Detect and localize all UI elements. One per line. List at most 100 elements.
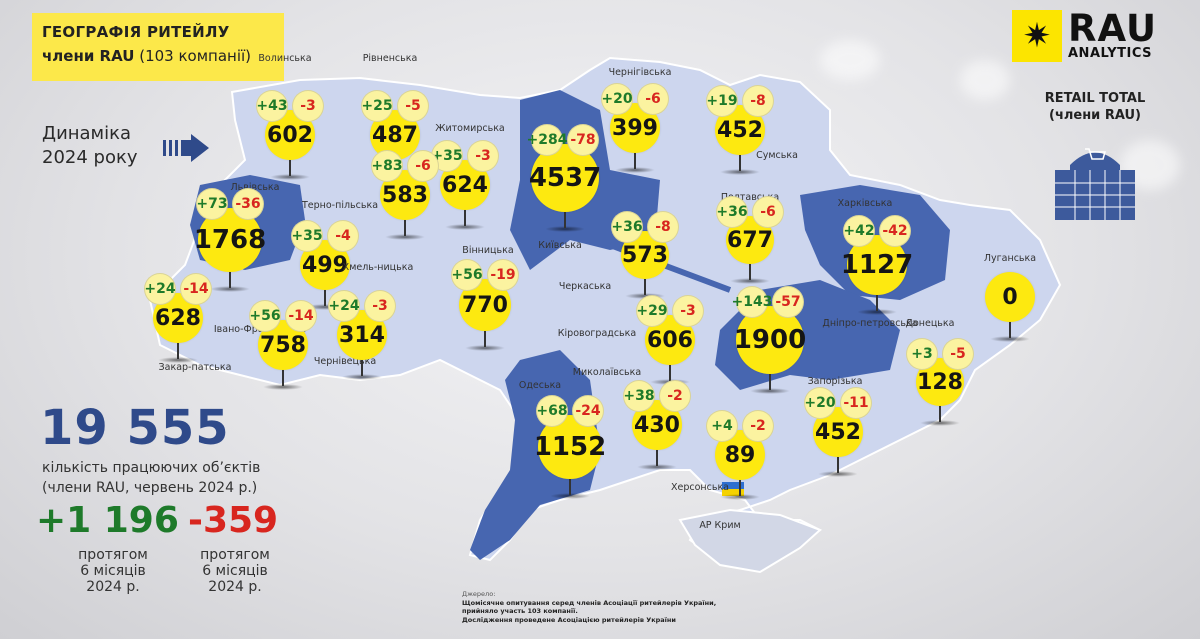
marker-shadow: [263, 384, 303, 390]
marker-pin: [229, 270, 231, 288]
region-closed: -6: [637, 83, 669, 115]
region-label: АР Крим: [699, 520, 741, 531]
region-closed: -3: [364, 290, 396, 322]
region-label: Волинська: [258, 53, 312, 64]
region-closed: -3: [672, 295, 704, 327]
region-label: Сумська: [756, 150, 798, 161]
region-opened: +143: [732, 286, 772, 318]
marker-shadow: [818, 471, 858, 477]
dynamics-label: Динаміка 2024 року: [42, 122, 138, 170]
marker-shadow: [920, 420, 960, 426]
region-label: Одеська: [518, 380, 562, 391]
marker-shadow: [305, 304, 345, 310]
source-note: Джерело: Щомісячне опитування серед член…: [462, 590, 716, 624]
marker-pin: [769, 372, 771, 390]
marker-pin: [837, 455, 839, 473]
region-opened: +83: [371, 150, 403, 182]
region-label: Запорізька: [807, 376, 863, 387]
region-opened: +42: [843, 215, 875, 247]
subtitle-bold: члени RAU: [42, 47, 135, 65]
title: ГЕОГРАФІЯ РИТЕЙЛУ: [42, 23, 230, 41]
marker-pin: [644, 277, 646, 295]
marker-shadow: [615, 167, 655, 173]
bg-light: [960, 60, 1010, 100]
marker-pin: [739, 153, 741, 171]
region-label: Дніпро-петровська: [822, 318, 918, 329]
marker-shadow: [720, 169, 760, 175]
marker-shadow: [545, 226, 585, 232]
marker-shadow: [550, 493, 590, 499]
region-total[interactable]: 0: [985, 272, 1035, 322]
marker-pin: [404, 218, 406, 236]
region-label: Львівська: [230, 182, 280, 193]
region-label: Закар-патська: [158, 362, 232, 373]
region-label: Житомирська: [435, 123, 505, 134]
region-closed: -42: [879, 215, 911, 247]
ukraine-flag-icon: [722, 482, 744, 496]
region-closed: -57: [772, 286, 804, 318]
region-closed: -19: [487, 259, 519, 291]
region-label: Хмель-ницька: [342, 262, 414, 273]
total-stores: 19 555: [40, 400, 230, 456]
region-label: Кіровоградська: [557, 328, 637, 339]
marker-shadow: [158, 357, 198, 363]
marker-pin: [876, 293, 878, 311]
region-closed: -8: [742, 85, 774, 117]
marker-pin: [324, 288, 326, 306]
marker-shadow: [857, 309, 897, 315]
region-label: Чернівецька: [313, 356, 377, 367]
retail-total-line2: (члени RAU): [1049, 108, 1141, 123]
marker-pin: [656, 448, 658, 466]
region-opened: +73: [196, 188, 228, 220]
marker-shadow: [210, 286, 250, 292]
region-opened: +56: [249, 300, 281, 332]
marker-shadow: [342, 374, 382, 380]
marker-shadow: [465, 345, 505, 351]
region-opened: +35: [431, 140, 463, 172]
marker-pin: [177, 341, 179, 359]
region-opened: +29: [636, 295, 668, 327]
region-label: Полтавська: [720, 192, 780, 203]
region-label: Донецька: [905, 318, 955, 329]
dynamics-line1: Динаміка: [42, 123, 132, 144]
region-closed: -78: [567, 124, 599, 156]
arrow-right-icon: [163, 134, 209, 162]
marker-pin: [484, 329, 486, 347]
region-total[interactable]: 602: [265, 110, 315, 160]
marker-shadow: [720, 494, 760, 500]
region-label: Харківська: [837, 198, 893, 209]
marker-shadow: [270, 174, 310, 180]
logo-brand: RAU: [1068, 6, 1158, 50]
region-label: Луганська: [983, 253, 1037, 264]
region-closed: -24: [572, 395, 604, 427]
region-closed: -36: [232, 188, 264, 220]
marker-shadow: [990, 336, 1030, 342]
period-line1: протягом: [78, 547, 148, 563]
dynamics-line2: 2024 року: [42, 147, 138, 168]
region-label: Терно-пільська: [301, 200, 379, 211]
marker-pin: [361, 358, 363, 376]
period-line1: протягом: [200, 547, 270, 563]
total-label-line1: кількість працюючих об’єктів: [42, 460, 261, 476]
region-closed: -2: [742, 410, 774, 442]
region-closed: -4: [327, 220, 359, 252]
marker-pin: [569, 477, 571, 495]
region-closed: -11: [840, 387, 872, 419]
region-label: Київська: [538, 240, 582, 251]
marker-shadow: [750, 388, 790, 394]
region-opened: +19: [706, 85, 738, 117]
marker-pin: [669, 363, 671, 381]
period-line2: 6 місяців: [202, 563, 268, 579]
logo-sub: ANALYTICS: [1068, 45, 1153, 61]
source-heading: Джерело:: [462, 590, 496, 598]
marker-shadow: [385, 234, 425, 240]
region-opened: +20: [804, 387, 836, 419]
title-box: ГЕОГРАФІЯ РИТЕЙЛУ члени RAU (103 компані…: [32, 13, 284, 81]
closed-period: протягом 6 місяців 2024 р.: [190, 547, 280, 595]
region-total[interactable]: 1768: [194, 208, 266, 272]
marker-shadow: [730, 278, 770, 284]
region-opened: +3: [906, 338, 938, 370]
region-total[interactable]: 4537: [529, 144, 601, 212]
retail-total-label: RETAIL TOTAL (члени RAU): [1025, 90, 1165, 124]
region-closed: -14: [180, 273, 212, 305]
